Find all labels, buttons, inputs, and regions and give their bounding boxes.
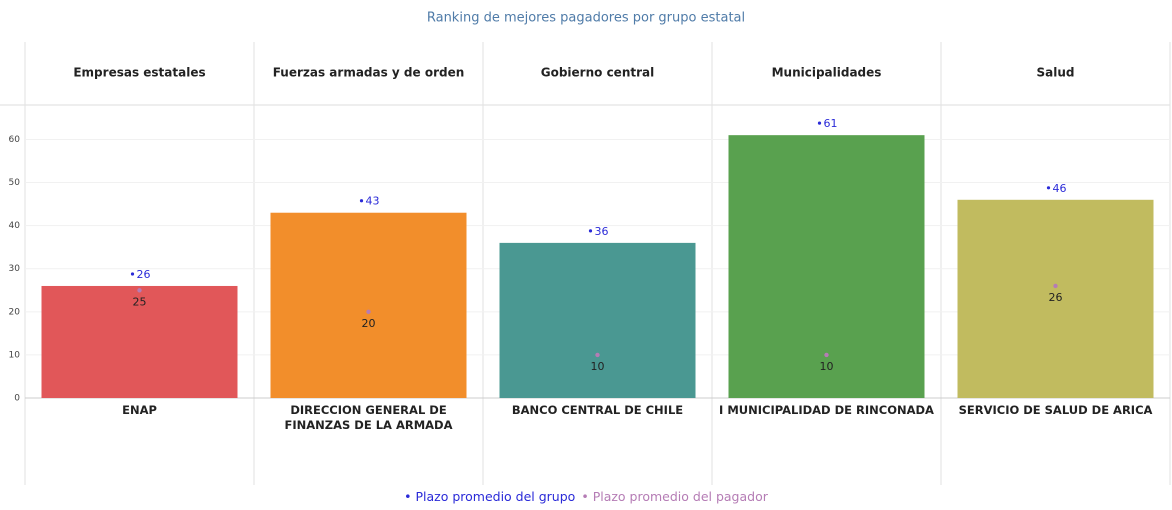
payer-value-label: 25 (133, 295, 147, 308)
payer-dot (824, 352, 829, 358)
y-tick-label: 0 (14, 394, 20, 404)
group-header: Municipalidades (772, 66, 882, 80)
x-tick-label: BANCO CENTRAL DE CHILE (511, 403, 684, 417)
group-dot (130, 272, 135, 276)
payer-value-label: 20 (362, 317, 376, 330)
group-header: Empresas estatales (73, 66, 205, 80)
payer-dot (366, 309, 371, 315)
x-tick-label: DIRECCION GENERAL DE FINANZAS DE LA ARMA… (284, 403, 453, 432)
x-tick-label: I MUNICIPALIDAD DE RINCONADA (719, 403, 934, 417)
group-header: Salud (1037, 66, 1075, 80)
chart-title: Ranking de mejores pagadores por grupo e… (427, 11, 745, 26)
bar (499, 242, 696, 398)
payer-dot (1053, 283, 1058, 289)
payer-dot (595, 352, 600, 358)
group-value-label: 36 (595, 225, 609, 238)
group-value-label: 43 (366, 195, 380, 208)
legend-entry: • Plazo promedio del pagador (581, 489, 768, 504)
bar (270, 212, 467, 398)
legend-entry: • Plazo promedio del grupo (404, 489, 575, 504)
group-dot (359, 199, 364, 203)
y-tick-label: 60 (9, 135, 21, 145)
legend-dot: • (581, 489, 593, 504)
payer-dot (137, 288, 142, 293)
group-dot (817, 121, 822, 125)
bar (957, 199, 1154, 398)
x-tick-label: SERVICIO DE SALUD DE ARICA (958, 403, 1153, 417)
payer-value-label: 26 (1049, 291, 1063, 304)
legend-label: Plazo promedio del grupo (415, 489, 576, 504)
legend-dot: • (404, 489, 416, 504)
y-tick-label: 10 (9, 350, 21, 360)
group-header: Gobierno central (541, 66, 654, 80)
y-tick-label: 50 (9, 178, 21, 188)
legend: • Plazo promedio del grupo • Plazo promed… (0, 489, 1172, 504)
group-value-label: 46 (1053, 182, 1067, 195)
y-tick-label: 40 (9, 221, 21, 231)
group-header: Fuerzas armadas y de orden (273, 66, 465, 80)
x-tick-label: ENAP (122, 403, 157, 417)
legend-label: Plazo promedio del pagador (592, 489, 768, 504)
payer-value-label: 10 (591, 360, 605, 373)
group-value-label: 61 (824, 117, 838, 130)
payer-value-label: 10 (820, 360, 834, 373)
group-value-label: 26 (137, 268, 151, 281)
bar (41, 285, 238, 398)
group-dot (1046, 186, 1051, 190)
bar (728, 135, 925, 399)
y-tick-label: 30 (9, 264, 21, 274)
group-dot (588, 229, 593, 233)
y-tick-label: 20 (9, 307, 21, 317)
